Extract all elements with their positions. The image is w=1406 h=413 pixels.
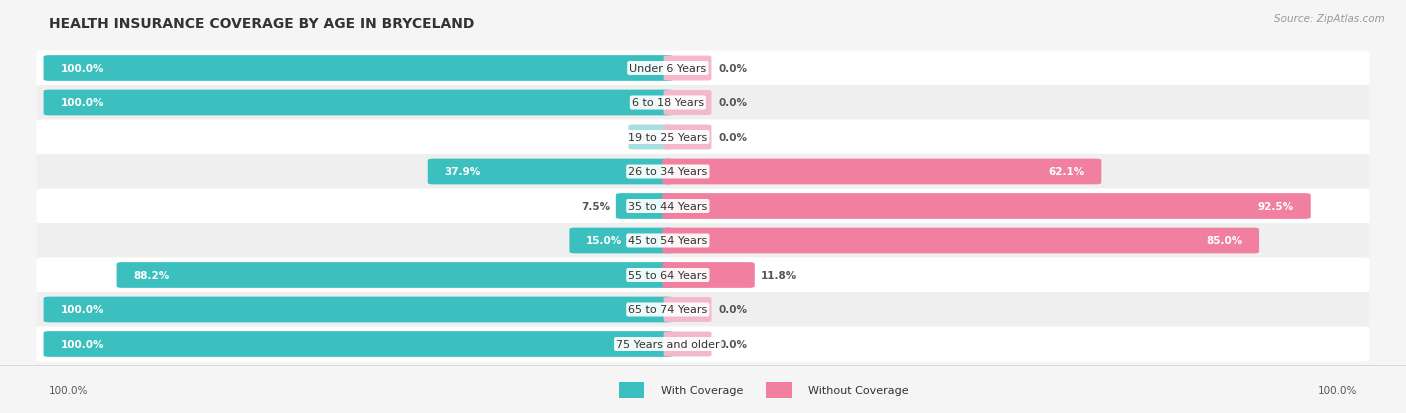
Text: Source: ZipAtlas.com: Source: ZipAtlas.com	[1274, 14, 1385, 24]
FancyBboxPatch shape	[37, 154, 1369, 190]
FancyBboxPatch shape	[616, 194, 673, 219]
Text: 92.5%: 92.5%	[1258, 202, 1294, 211]
FancyBboxPatch shape	[569, 228, 673, 254]
FancyBboxPatch shape	[37, 327, 1369, 362]
FancyBboxPatch shape	[37, 120, 1369, 155]
Text: 100.0%: 100.0%	[60, 305, 104, 315]
FancyBboxPatch shape	[662, 159, 1101, 185]
FancyBboxPatch shape	[664, 297, 711, 322]
FancyBboxPatch shape	[37, 86, 1369, 121]
FancyBboxPatch shape	[664, 332, 711, 356]
FancyBboxPatch shape	[37, 51, 1369, 86]
FancyBboxPatch shape	[664, 91, 711, 116]
Text: 11.8%: 11.8%	[761, 271, 797, 280]
FancyBboxPatch shape	[628, 125, 672, 150]
Text: 0.0%: 0.0%	[718, 339, 748, 349]
Text: 0.0%: 0.0%	[627, 133, 657, 142]
FancyBboxPatch shape	[117, 263, 673, 288]
FancyBboxPatch shape	[662, 263, 755, 288]
Text: 0.0%: 0.0%	[718, 98, 748, 108]
FancyBboxPatch shape	[664, 125, 711, 150]
Text: 55 to 64 Years: 55 to 64 Years	[628, 271, 707, 280]
Text: 6 to 18 Years: 6 to 18 Years	[631, 98, 704, 108]
FancyBboxPatch shape	[664, 57, 711, 81]
Text: 88.2%: 88.2%	[134, 271, 170, 280]
Text: 100.0%: 100.0%	[49, 385, 89, 395]
Text: 75 Years and older: 75 Years and older	[616, 339, 720, 349]
Text: HEALTH INSURANCE COVERAGE BY AGE IN BRYCELAND: HEALTH INSURANCE COVERAGE BY AGE IN BRYC…	[49, 17, 475, 31]
Text: 37.9%: 37.9%	[444, 167, 481, 177]
FancyBboxPatch shape	[44, 56, 673, 82]
Text: 45 to 54 Years: 45 to 54 Years	[628, 236, 707, 246]
FancyBboxPatch shape	[37, 223, 1369, 259]
FancyBboxPatch shape	[427, 159, 673, 185]
FancyBboxPatch shape	[44, 90, 673, 116]
FancyBboxPatch shape	[44, 331, 673, 357]
Text: 65 to 74 Years: 65 to 74 Years	[628, 305, 707, 315]
Text: 0.0%: 0.0%	[718, 305, 748, 315]
FancyBboxPatch shape	[37, 258, 1369, 293]
Text: Under 6 Years: Under 6 Years	[630, 64, 706, 74]
FancyBboxPatch shape	[662, 194, 1310, 219]
FancyBboxPatch shape	[619, 382, 644, 398]
Text: 100.0%: 100.0%	[60, 339, 104, 349]
Text: 19 to 25 Years: 19 to 25 Years	[628, 133, 707, 142]
Text: With Coverage: With Coverage	[661, 385, 744, 395]
FancyBboxPatch shape	[766, 382, 792, 398]
Text: 100.0%: 100.0%	[60, 64, 104, 74]
Text: 7.5%: 7.5%	[581, 202, 610, 211]
Text: 0.0%: 0.0%	[718, 133, 748, 142]
Text: 85.0%: 85.0%	[1206, 236, 1243, 246]
FancyBboxPatch shape	[662, 228, 1260, 254]
Text: 0.0%: 0.0%	[718, 64, 748, 74]
Text: 35 to 44 Years: 35 to 44 Years	[628, 202, 707, 211]
Text: 62.1%: 62.1%	[1049, 167, 1084, 177]
Text: 100.0%: 100.0%	[60, 98, 104, 108]
Text: Without Coverage: Without Coverage	[808, 385, 910, 395]
Text: 100.0%: 100.0%	[1317, 385, 1357, 395]
Text: 15.0%: 15.0%	[586, 236, 623, 246]
FancyBboxPatch shape	[37, 189, 1369, 224]
FancyBboxPatch shape	[44, 297, 673, 323]
Text: 26 to 34 Years: 26 to 34 Years	[628, 167, 707, 177]
FancyBboxPatch shape	[37, 292, 1369, 327]
